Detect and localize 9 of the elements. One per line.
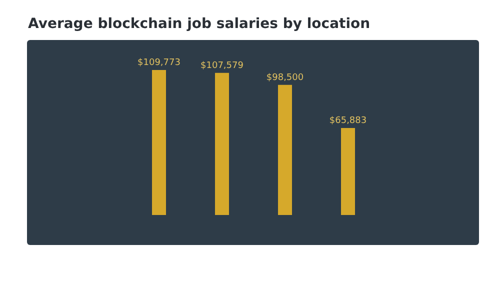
bar bbox=[341, 128, 355, 215]
bar bbox=[278, 84, 292, 215]
data-label: $109,773 bbox=[138, 58, 180, 68]
bar bbox=[152, 70, 166, 215]
chart-title: Average blockchain job salaries by location bbox=[27, 15, 372, 34]
bar bbox=[215, 72, 229, 215]
data-label: $65,883 bbox=[329, 116, 367, 126]
data-label: $107,579 bbox=[200, 60, 244, 71]
data-label: $98,500 bbox=[266, 72, 304, 83]
